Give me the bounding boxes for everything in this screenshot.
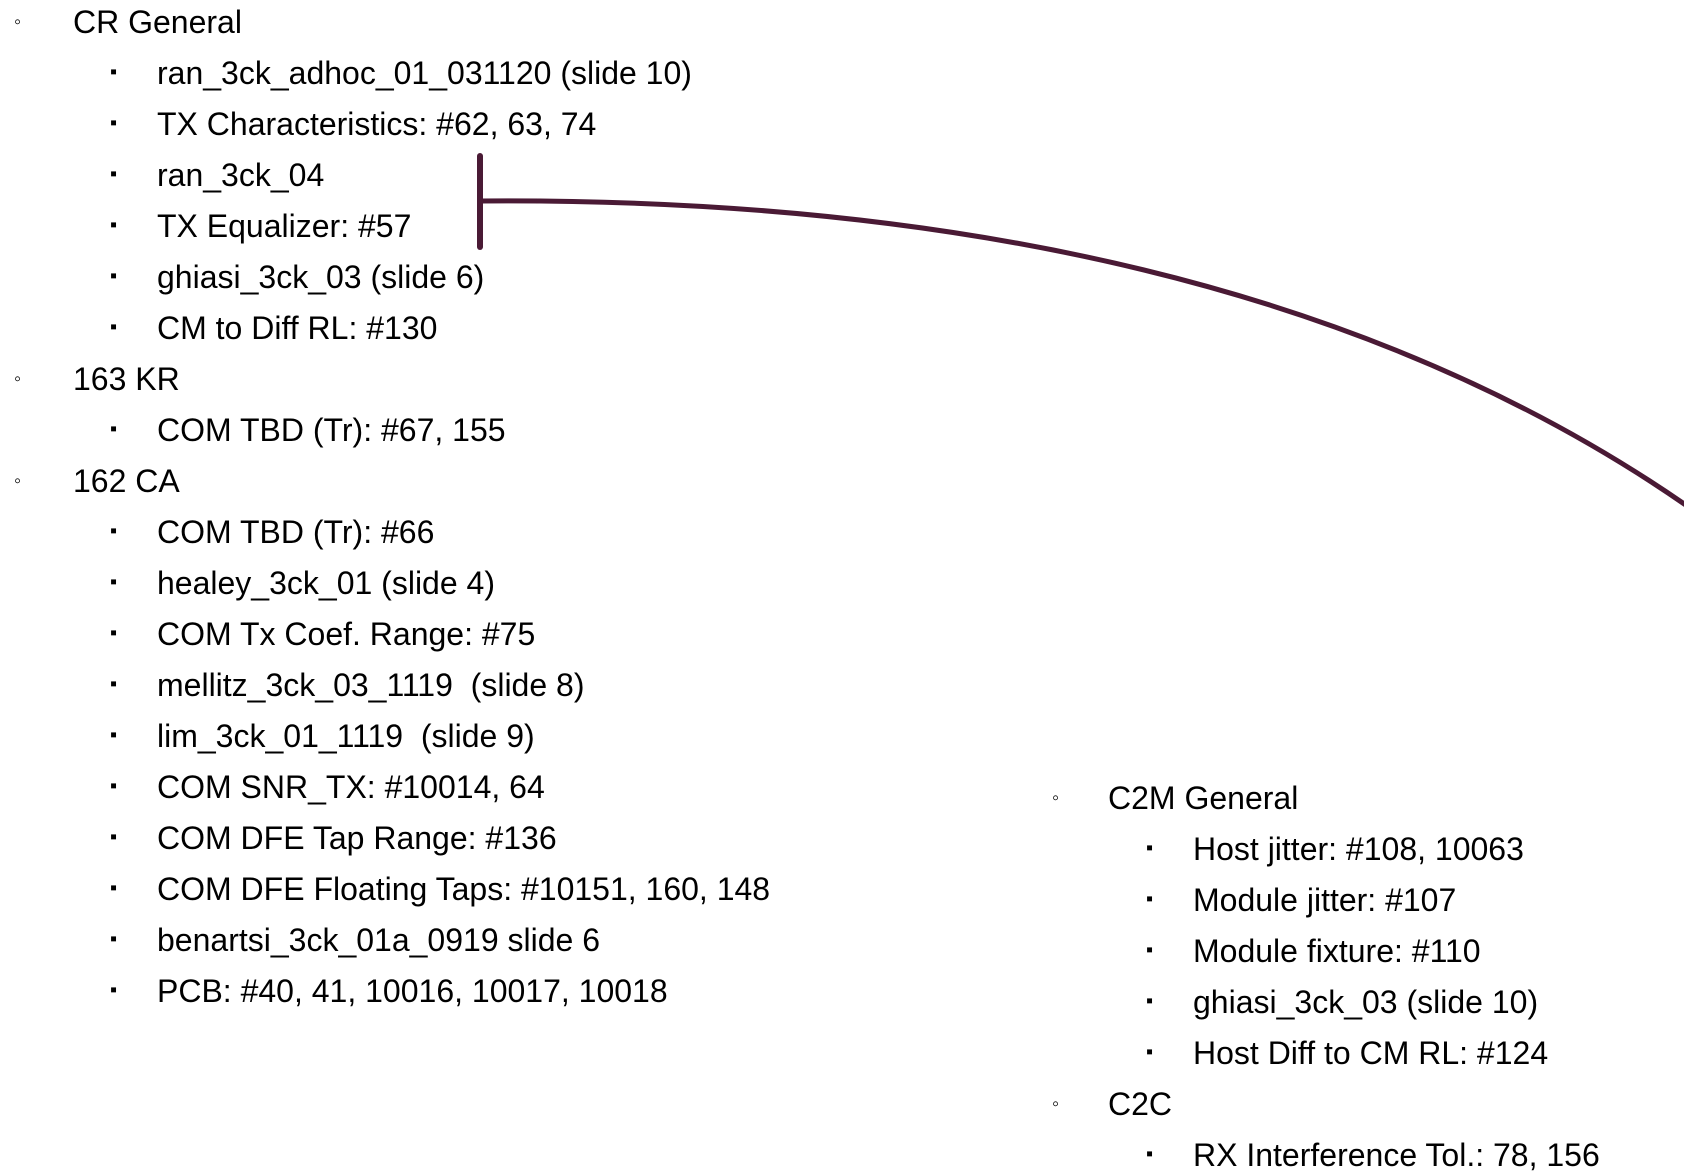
item-bullet: ▪ [110, 163, 118, 185]
item-bullet: ▪ [110, 520, 118, 542]
item-label: ran_3ck_04 [157, 157, 325, 193]
item-bullet: ▪ [110, 61, 118, 83]
group-label: C2M General [1108, 780, 1299, 816]
item-label: benartsi_3ck_01a_0919 slide 6 [157, 922, 600, 958]
item-bullet: ▪ [110, 673, 118, 695]
group-bullet: ◦ [14, 368, 22, 390]
group-label: 162 CA [73, 463, 180, 499]
item-label: COM Tx Coef. Range: #75 [157, 616, 536, 652]
item-label: TX Equalizer: #57 [157, 208, 412, 244]
item-bullet: ▪ [110, 928, 118, 950]
item-label: Host Diff to CM RL: #124 [1193, 1035, 1549, 1071]
item-bullet: ▪ [1146, 1041, 1154, 1063]
item-bullet: ▪ [110, 316, 118, 338]
item-bullet: ▪ [110, 622, 118, 644]
item-label: TX Characteristics: #62, 63, 74 [157, 106, 597, 142]
item-bullet: ▪ [110, 418, 118, 440]
item-label: COM SNR_TX: #10014, 64 [157, 769, 545, 805]
item-label: COM TBD (Tr): #66 [157, 514, 435, 550]
item-label: COM DFE Floating Taps: #10151, 160, 148 [157, 871, 771, 907]
item-bullet: ▪ [110, 877, 118, 899]
item-label: Module fixture: #110 [1193, 933, 1481, 969]
group-label: 163 KR [73, 361, 180, 397]
item-bullet: ▪ [110, 112, 118, 134]
group-label: C2C [1108, 1086, 1173, 1122]
item-bullet: ▪ [110, 724, 118, 746]
item-label: CM to Diff RL: #130 [157, 310, 438, 346]
item-bullet: ▪ [1146, 837, 1154, 859]
item-label: Module jitter: #107 [1193, 882, 1457, 918]
item-label: COM TBD (Tr): #67, 155 [157, 412, 506, 448]
item-label: PCB: #40, 41, 10016, 10017, 10018 [157, 973, 668, 1009]
item-label: RX Interference Tol.: 78, 156 [1193, 1137, 1600, 1173]
item-bullet: ▪ [110, 571, 118, 593]
item-label: ghiasi_3ck_03 (slide 6) [157, 259, 485, 295]
item-bullet: ▪ [110, 265, 118, 287]
item-bullet: ▪ [1146, 939, 1154, 961]
item-bullet: ▪ [110, 775, 118, 797]
item-bullet: ▪ [1146, 888, 1154, 910]
item-label: ran_3ck_adhoc_01_031120 (slide 10) [157, 55, 692, 91]
item-bullet: ▪ [110, 214, 118, 236]
connector-curve [479, 198, 1684, 507]
group-bullet: ◦ [14, 11, 22, 33]
group-bullet: ◦ [14, 470, 22, 492]
group-label: CR General [73, 4, 242, 40]
item-bullet: ▪ [1146, 1143, 1154, 1165]
item-label: lim_3ck_01_1119 (slide 9) [157, 718, 535, 754]
item-label: COM DFE Tap Range: #136 [157, 820, 557, 856]
item-bullet: ▪ [110, 826, 118, 848]
item-label: ghiasi_3ck_03 (slide 10) [1193, 984, 1539, 1020]
item-label: mellitz_3ck_03_1119 (slide 8) [157, 667, 585, 703]
item-label: Host jitter: #108, 10063 [1193, 831, 1524, 867]
item-bullet: ▪ [1146, 990, 1154, 1012]
group-bullet: ◦ [1052, 1093, 1060, 1115]
item-bullet: ▪ [110, 979, 118, 1001]
item-label: healey_3ck_01 (slide 4) [157, 565, 495, 601]
group-bullet: ◦ [1052, 787, 1060, 809]
